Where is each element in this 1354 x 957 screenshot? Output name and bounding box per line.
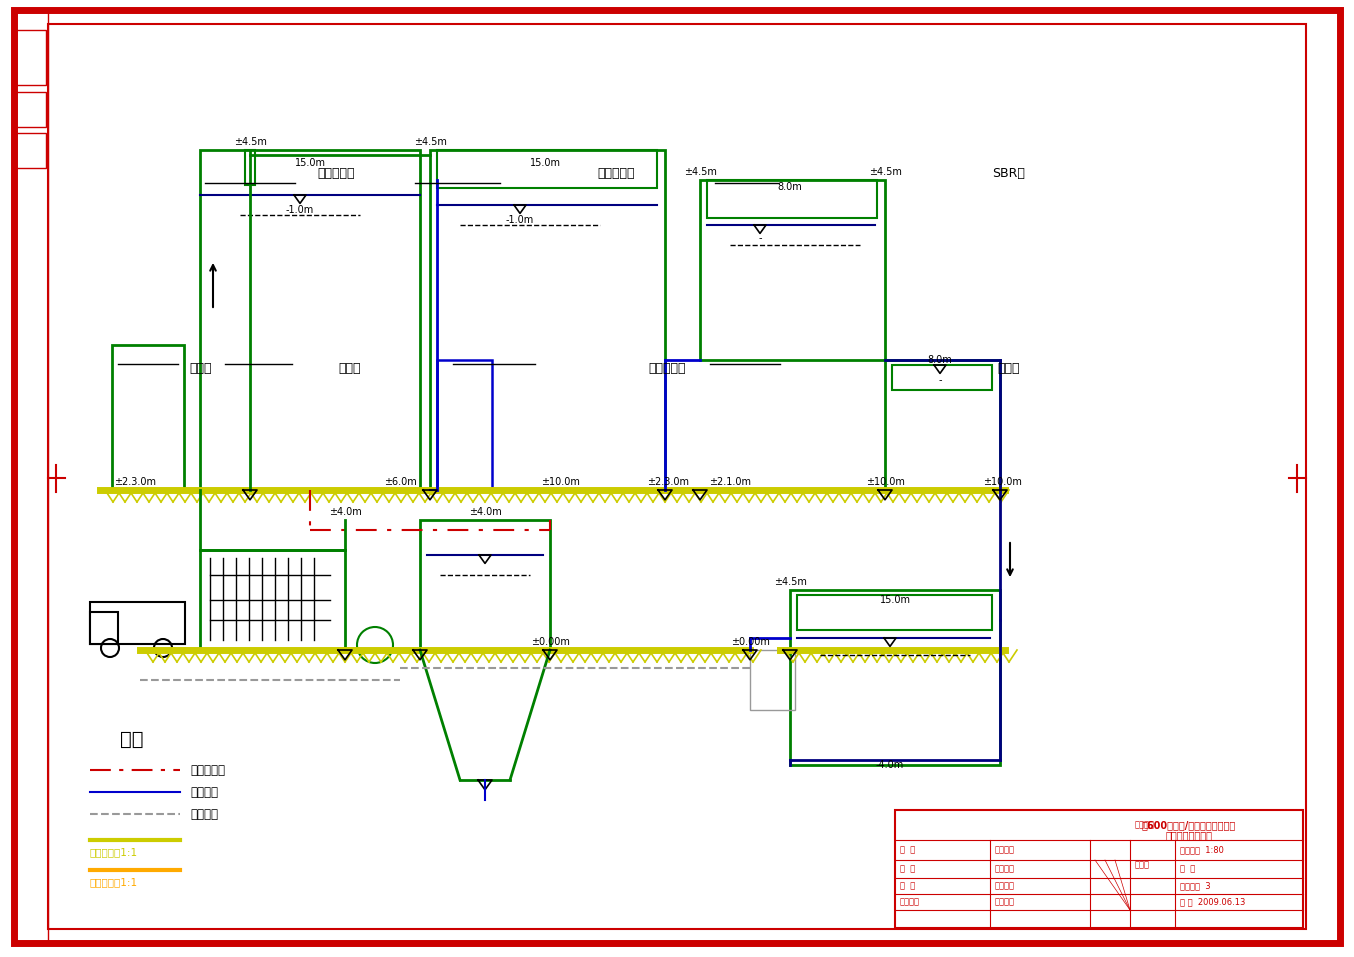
Text: 污泥脱水间: 污泥脱水间 <box>317 167 355 181</box>
Text: ±4.0m: ±4.0m <box>468 507 501 517</box>
Text: 学  号: 学 号 <box>900 864 915 874</box>
Bar <box>437 360 492 490</box>
Bar <box>895 810 1303 928</box>
Text: 教师签名: 教师签名 <box>995 881 1016 891</box>
Bar <box>16 133 46 168</box>
Bar <box>89 602 185 644</box>
Text: 图例比例：1:1: 图例比例：1:1 <box>89 847 138 857</box>
Bar <box>200 150 420 490</box>
Bar <box>750 650 795 710</box>
Text: 调节池: 调节池 <box>338 362 360 375</box>
Bar <box>200 550 345 650</box>
Text: 姓  名: 姓 名 <box>900 881 915 891</box>
Text: 指导老师: 指导老师 <box>995 845 1016 855</box>
Text: 图纸比例  1:80: 图纸比例 1:80 <box>1179 845 1224 855</box>
Text: 15.0m: 15.0m <box>529 158 561 168</box>
Text: 污泥浓缩池: 污泥浓缩池 <box>597 167 635 181</box>
Text: -1.0m: -1.0m <box>506 215 533 225</box>
Text: 教师签名: 教师签名 <box>995 898 1016 906</box>
Text: -: - <box>758 233 762 243</box>
Bar <box>112 345 184 490</box>
Text: ±0.00m: ±0.00m <box>731 637 769 647</box>
Text: 日 期  2009.06.13: 日 期 2009.06.13 <box>1179 898 1246 906</box>
Text: 说明: 说明 <box>121 730 144 749</box>
Text: 集水井: 集水井 <box>190 362 211 375</box>
Text: ±2.3.0m: ±2.3.0m <box>114 477 156 487</box>
Text: SBR池: SBR池 <box>992 167 1025 181</box>
Bar <box>245 150 255 185</box>
Text: 8.0m: 8.0m <box>777 182 803 192</box>
Text: ±6.0m: ±6.0m <box>383 477 417 487</box>
Text: -1.0m: -1.0m <box>286 205 314 215</box>
Text: ±4.0m: ±4.0m <box>329 507 362 517</box>
Text: ±4.5m: ±4.5m <box>413 137 447 147</box>
Bar <box>707 180 877 218</box>
Text: 污泥管线: 污泥管线 <box>190 808 218 820</box>
Text: ±2.1.0m: ±2.1.0m <box>709 477 751 487</box>
Text: ±4.5m: ±4.5m <box>233 137 267 147</box>
Text: 毕业届次: 毕业届次 <box>900 898 919 906</box>
Text: 管线比例：1:1: 管线比例：1:1 <box>89 877 138 887</box>
Bar <box>16 92 46 127</box>
Bar <box>89 612 118 644</box>
Text: ±4.5m: ±4.5m <box>868 167 902 177</box>
Text: 15.0m: 15.0m <box>880 595 910 605</box>
Bar <box>798 595 992 630</box>
Text: -: - <box>938 375 942 385</box>
Bar <box>892 365 992 390</box>
Text: ±10.0m: ±10.0m <box>983 477 1021 487</box>
Text: 气浮池: 气浮池 <box>998 362 1020 375</box>
Text: ±4.5m: ±4.5m <box>684 167 716 177</box>
Text: 原  稿: 原 稿 <box>900 845 915 855</box>
Bar <box>16 30 46 85</box>
Text: 图  别: 图 别 <box>1179 864 1196 874</box>
Text: 指导老师: 指导老师 <box>995 864 1016 874</box>
Text: ±10.0m: ±10.0m <box>540 477 580 487</box>
Text: 8.0m: 8.0m <box>927 355 952 365</box>
Bar <box>437 150 657 188</box>
Bar <box>789 590 1001 765</box>
Text: 15.0m: 15.0m <box>295 158 325 168</box>
Bar <box>886 360 1001 490</box>
Text: ±2.3.0m: ±2.3.0m <box>647 477 689 487</box>
Text: 图纸内容: 图纸内容 <box>1135 820 1155 830</box>
Bar <box>14 10 47 943</box>
Text: 流程图: 流程图 <box>1135 860 1150 870</box>
Text: 图纸编号  3: 图纸编号 3 <box>1179 881 1210 891</box>
Text: 废水处理工程设计: 废水处理工程设计 <box>1166 830 1212 840</box>
Text: ±10.0m: ±10.0m <box>865 477 904 487</box>
Text: -4.0m: -4.0m <box>876 760 904 770</box>
Text: 某600立方米/日牛奶废水处理厂: 某600立方米/日牛奶废水处理厂 <box>1141 820 1236 830</box>
Text: 污水管线: 污水管线 <box>190 786 218 798</box>
Bar <box>431 150 665 490</box>
Text: 上清液管线: 上清液管线 <box>190 764 225 776</box>
Text: ±0.00m: ±0.00m <box>531 637 570 647</box>
Bar <box>420 520 550 650</box>
Text: ±4.5m: ±4.5m <box>773 577 807 587</box>
Text: 水解酸化池: 水解酸化池 <box>649 362 686 375</box>
Bar <box>700 180 886 360</box>
